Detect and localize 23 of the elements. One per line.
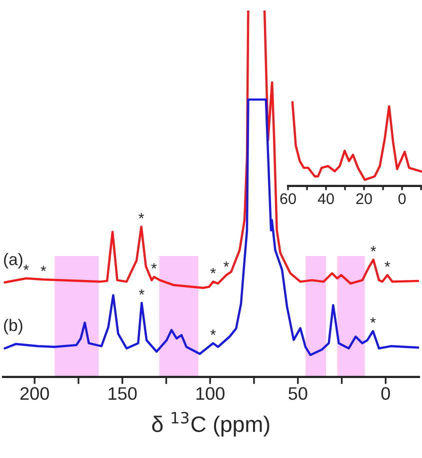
- x-axis-title: δ $^{13}$C (ppm): [152, 412, 270, 436]
- x-tick-label: 150: [108, 387, 137, 400]
- x-tick-label: 50: [288, 387, 308, 400]
- annotation: *: [210, 268, 216, 274]
- x-tick-label: 40: [318, 193, 334, 204]
- x-tick-label: 20: [356, 193, 372, 204]
- series-label: (b): [4, 318, 22, 334]
- x-tick-label: 200: [20, 387, 49, 400]
- annotation: *: [224, 261, 230, 267]
- annotation: *: [138, 213, 144, 218]
- annotation: *: [40, 266, 46, 272]
- annotation: *: [384, 261, 390, 267]
- annotation: *: [151, 263, 157, 269]
- annotation: *: [210, 330, 216, 335]
- series-label: (a): [4, 252, 22, 269]
- annotation: *: [370, 246, 376, 252]
- x-tick-label: 60: [280, 193, 296, 204]
- annotation: *: [138, 289, 144, 295]
- x-tick-label: 100: [196, 387, 224, 400]
- annotation: *: [23, 264, 29, 270]
- annotation: *: [370, 317, 376, 323]
- x-tick-label: 0: [398, 193, 406, 204]
- x-tick-label: 0: [381, 387, 390, 400]
